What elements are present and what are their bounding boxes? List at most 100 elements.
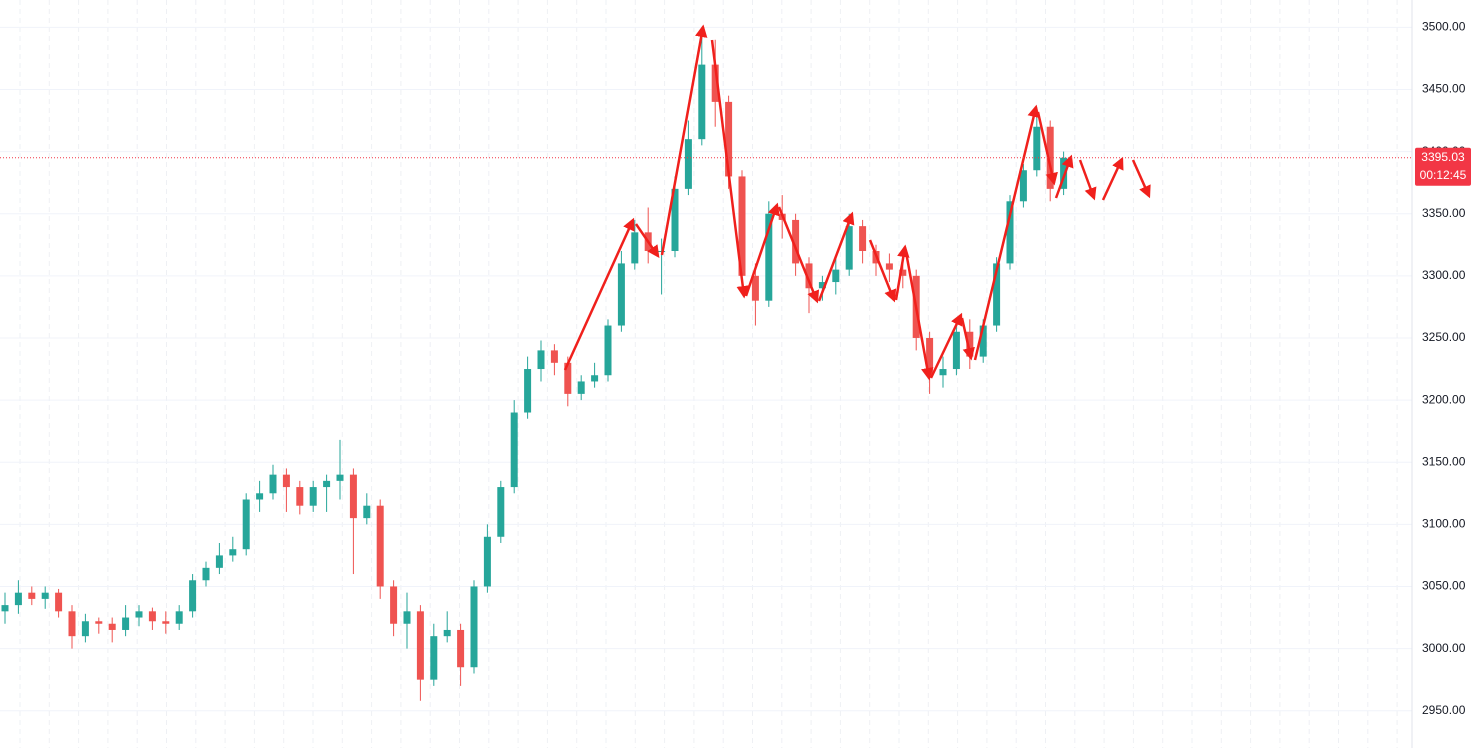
candle-body [108,623,116,630]
candle-body [81,621,89,637]
candle-body [1,605,9,612]
candle-body [832,269,840,283]
candle-body [564,362,572,394]
y-tick-label: 2950.00 [1422,703,1466,717]
arrow [868,239,897,303]
arrow [777,206,820,304]
candle-body [725,101,733,177]
candle-body [1033,126,1041,171]
horizontal-grid [0,26,1412,712]
candle-body [430,636,438,680]
candle-body [336,474,344,481]
candle-body [416,611,424,680]
candle-body [966,331,974,357]
candle-body [845,226,853,270]
candle-body [443,629,451,637]
candle-body [1060,157,1068,189]
candle-body [805,263,813,289]
candle-body [765,213,773,301]
candle-body [269,474,277,494]
arrow [660,24,708,256]
candle-body [376,505,384,587]
arrow [563,217,635,371]
candle-body [41,592,49,599]
arrow [973,104,1040,361]
price-axis: 2950.00 3000.00 3050.00 3100.00 3150.00 3200.… [1422,20,1466,717]
candle-body [122,617,130,630]
candle-body [952,331,960,370]
candle-body [671,188,679,251]
candle-body [229,549,237,556]
candle-body [256,493,264,500]
y-tick-label: 3350.00 [1422,206,1466,220]
candle-body [457,629,465,668]
candle-body [698,64,706,140]
candle-body [282,474,290,488]
y-tick-label: 3150.00 [1422,454,1466,468]
candle-body [711,64,719,102]
candle-body [537,350,545,370]
candle-body [751,275,759,301]
candle-body [979,325,987,357]
candle-body [993,263,1001,326]
candle-body [95,621,103,624]
vertical-grid [19,0,1398,748]
last-price-label: 3395.03 [1421,150,1465,164]
candle-body [135,611,143,618]
candle-body [591,375,599,382]
candle-body [510,412,518,488]
candle-body [859,226,867,251]
candle-body [497,487,505,537]
candles [1,27,1068,701]
arrow [929,312,963,379]
candle-body [939,369,947,376]
candle-body [483,536,491,587]
arrow [1078,159,1097,201]
arrow [894,244,910,301]
candle-body [684,139,692,189]
candle-body [403,611,411,624]
arrow [710,39,749,299]
candle-body [604,325,612,376]
y-tick-label: 3100.00 [1422,517,1466,531]
candle-body [577,381,585,394]
candle-body [28,592,36,599]
candle-body [14,592,22,606]
candle-body [175,611,183,624]
candle-body [885,263,893,270]
candle-body [550,350,558,363]
arrow [904,251,934,381]
candle-body [323,480,331,488]
candle-body [296,487,304,506]
candle-body [631,232,639,264]
candle-body [162,621,170,624]
arrow [744,202,780,297]
candle-body [309,487,317,506]
candle-body [818,282,826,289]
countdown-label: 00:12:45 [1420,168,1467,182]
candle-body [215,555,223,568]
candle-body [242,499,250,550]
arrow [1131,159,1151,199]
trend-arrows [563,24,1151,381]
y-tick-label: 3500.00 [1422,20,1466,34]
arrow [817,211,855,302]
candle-body [390,586,398,624]
candle-body [349,474,357,519]
candle-body [899,269,907,276]
arrow [1101,156,1124,201]
arrow [1054,154,1074,199]
y-tick-label: 3300.00 [1422,268,1466,282]
candle-body [738,176,746,276]
y-tick-label: 3050.00 [1422,579,1466,593]
y-tick-label: 3000.00 [1422,641,1466,655]
arrow [634,223,660,259]
last-price-box [1415,147,1471,186]
candle-body [1019,170,1027,202]
y-tick-label: 3200.00 [1422,392,1466,406]
candle-body [148,611,156,622]
candle-body [470,586,478,668]
candle-body [202,567,210,581]
candle-body [68,611,76,637]
